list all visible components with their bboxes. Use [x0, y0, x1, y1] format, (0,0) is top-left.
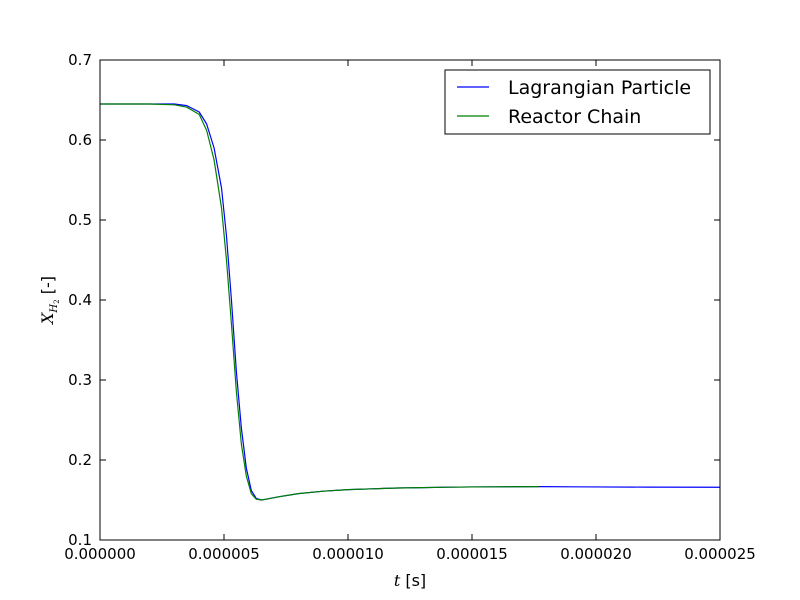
legend: Lagrangian Particle Reactor Chain [444, 69, 711, 135]
x-tick-label: 0.000025 [684, 545, 756, 563]
y-tick-label: 0.7 [68, 51, 92, 69]
y-tick-label: 0.5 [68, 211, 92, 229]
y-axis-label: XH2 [-] [38, 276, 61, 326]
y-axis-label-sub: H [49, 304, 60, 314]
x-axis-label-var: t [394, 571, 401, 590]
legend-box [444, 69, 711, 135]
series-layer [100, 103, 721, 501]
y-axis-label-var: X [38, 312, 57, 326]
series-line-reactor-chain [100, 103, 539, 501]
y-tick-label: 0.4 [68, 291, 92, 309]
x-tick-label: 0.000000 [64, 545, 136, 563]
x-axis-label-unit: [s] [400, 571, 426, 590]
legend-label-reactor-chain: Reactor Chain [508, 106, 641, 128]
y-tick-label: 0.1 [68, 531, 92, 549]
y-axis-label-subsub: 2 [53, 299, 61, 303]
legend-label-lagrangian-particle: Lagrangian Particle [508, 77, 691, 99]
y-axis-label-unit: [-] [38, 276, 57, 299]
x-tick-label: 0.000015 [436, 545, 508, 563]
y-tick-label: 0.2 [68, 451, 92, 469]
x-tick-label: 0.000005 [188, 545, 260, 563]
x-tick-label: 0.000020 [560, 545, 632, 563]
ticks-layer: 0.000000 0.000005 0.000010 0.000015 0.000020… [64, 51, 756, 563]
x-axis-label: t [s] [394, 571, 426, 590]
y-tick-label: 0.6 [68, 131, 92, 149]
y-tick-label: 0.3 [68, 371, 92, 389]
x-tick-label: 0.000010 [312, 545, 384, 563]
